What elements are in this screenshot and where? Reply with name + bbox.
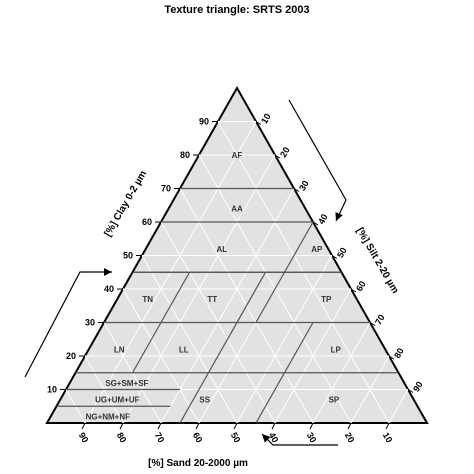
class-boundary bbox=[255, 221, 314, 323]
sand-tick-mark bbox=[271, 422, 276, 430]
class-label: UG+UM+UF bbox=[95, 396, 140, 405]
clay-tick-label: 60 bbox=[142, 217, 152, 227]
class-label: AL bbox=[216, 245, 227, 254]
sand-tick-mark bbox=[347, 422, 352, 430]
class-label: TN bbox=[142, 295, 153, 304]
sand-tick-label: 80 bbox=[115, 431, 129, 445]
class-boundary bbox=[255, 322, 314, 424]
class-label: SG+SM+SF bbox=[105, 379, 148, 388]
grid-line-silt bbox=[236, 255, 333, 424]
sand-tick-label: 90 bbox=[77, 431, 91, 445]
class-label: SP bbox=[329, 396, 340, 405]
clay-tick-label: 40 bbox=[104, 284, 114, 294]
clay-tick-label: 80 bbox=[180, 150, 190, 160]
silt-tick-mark bbox=[350, 288, 357, 293]
class-boundaries bbox=[56, 187, 399, 424]
clay-tick-label: 10 bbox=[47, 385, 57, 395]
class-labels: AF AA AL AP TN TT TP LN LL LP SG+SM+SF UG+UM+UF NG+N… bbox=[86, 151, 342, 421]
chart-title: Texture triangle: SRTS 2003 bbox=[164, 4, 309, 16]
direction-arrows bbox=[24, 99, 347, 446]
sand-tick-mark bbox=[385, 422, 390, 430]
sand-tick-mark bbox=[81, 422, 86, 430]
sand-tick-label: 10 bbox=[381, 431, 395, 445]
class-label: AF bbox=[232, 151, 243, 160]
silt-tick-mark bbox=[312, 221, 319, 226]
clay-tick-label: 20 bbox=[66, 351, 76, 361]
silt-arrow-head bbox=[335, 212, 343, 221]
clay-tick-label: 70 bbox=[161, 184, 171, 194]
sand-tick-mark bbox=[309, 422, 314, 430]
sand-tick-label: 40 bbox=[267, 431, 281, 445]
grid-line-silt bbox=[388, 389, 409, 424]
class-label: TT bbox=[207, 295, 217, 304]
silt-tick-label: 70 bbox=[373, 313, 387, 327]
silt-tick-label: 20 bbox=[278, 145, 292, 159]
grid-line-silt bbox=[350, 355, 390, 424]
sand-arrow-head bbox=[262, 434, 271, 443]
silt-tick-mark bbox=[255, 121, 262, 125]
clay-tick-label: 50 bbox=[123, 251, 133, 261]
class-label: TP bbox=[321, 295, 332, 304]
silt-tick-label: 90 bbox=[411, 380, 425, 394]
class-boundary bbox=[131, 271, 191, 374]
grid-line-silt bbox=[274, 288, 352, 424]
silt-tick-label: 30 bbox=[297, 179, 311, 193]
sand-tick-label: 50 bbox=[229, 431, 243, 445]
grid-line-sand bbox=[122, 288, 200, 424]
sand-tick-label: 20 bbox=[343, 431, 357, 445]
class-label: LN bbox=[114, 345, 125, 354]
sand-tick-label: 70 bbox=[153, 431, 167, 445]
silt-tick-mark bbox=[274, 154, 281, 159]
clay-arrow-head bbox=[104, 268, 112, 276]
silt-tick-mark bbox=[407, 389, 414, 393]
sand-tick-mark bbox=[195, 422, 200, 430]
sand-axis-label: [%] Sand 20-2000 µm bbox=[148, 458, 248, 469]
clay-tick-label: 30 bbox=[85, 318, 95, 328]
silt-tick-label: 50 bbox=[335, 246, 349, 260]
silt-tick-mark bbox=[388, 355, 395, 360]
grid-line-silt bbox=[160, 188, 295, 424]
class-label: AP bbox=[311, 245, 323, 254]
silt-tick-label: 10 bbox=[259, 112, 273, 126]
clay-ticks: 10 20 30 40 50 60 70 80 90 bbox=[47, 117, 218, 395]
silt-tick-label: 80 bbox=[392, 346, 406, 360]
class-label: AA bbox=[231, 205, 243, 214]
class-label: SS bbox=[199, 396, 210, 405]
silt-ticks: 10 20 30 40 50 60 70 80 90 bbox=[255, 112, 425, 394]
clay-tick-label: 90 bbox=[199, 117, 209, 127]
class-label: LP bbox=[331, 345, 342, 354]
sand-tick-label: 30 bbox=[305, 431, 319, 445]
silt-tick-mark bbox=[293, 188, 300, 192]
sand-tick-mark bbox=[157, 422, 162, 430]
silt-tick-mark bbox=[369, 322, 376, 326]
sand-tick-mark bbox=[119, 422, 124, 430]
sand-tick-mark bbox=[233, 422, 238, 430]
grid-line-sand bbox=[141, 255, 238, 424]
silt-tick-mark bbox=[331, 255, 338, 259]
class-boundary bbox=[179, 271, 267, 424]
silt-tick-label: 60 bbox=[354, 279, 368, 293]
clay-arrow bbox=[24, 271, 112, 378]
class-label: LL bbox=[179, 345, 189, 354]
clay-axis-label: [%] Clay 0-2 µm bbox=[103, 169, 150, 239]
class-label: NG+NM+NF bbox=[86, 412, 131, 421]
silt-tick-label: 40 bbox=[316, 212, 330, 226]
sand-tick-label: 60 bbox=[191, 431, 205, 445]
sand-ticks: 10 20 30 40 50 60 70 80 90 bbox=[77, 422, 395, 445]
